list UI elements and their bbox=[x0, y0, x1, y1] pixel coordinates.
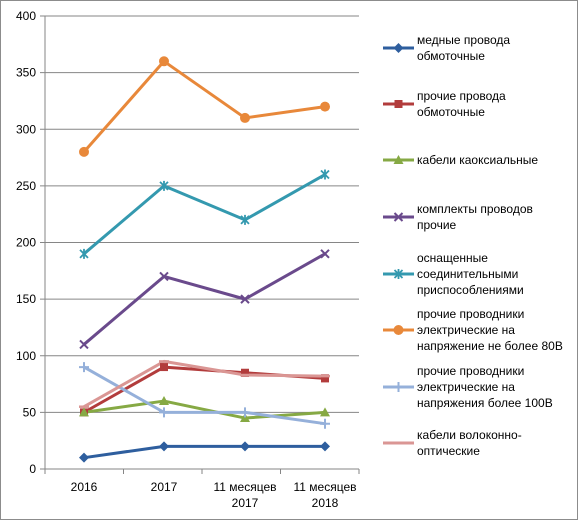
legend-swatch-marker bbox=[393, 212, 404, 222]
series-markers bbox=[79, 56, 330, 463]
legend-entry: кабели волоконно-оптические bbox=[383, 428, 522, 458]
legend-swatch-marker bbox=[393, 155, 404, 164]
data-point bbox=[159, 56, 169, 67]
legend-swatch-marker bbox=[393, 325, 404, 335]
data-point bbox=[159, 180, 169, 191]
data-point bbox=[159, 441, 169, 452]
series-lines bbox=[82, 59, 327, 460]
legend-label: кабели каоксиальные bbox=[417, 153, 538, 167]
series-line-3 bbox=[82, 399, 327, 420]
data-point bbox=[241, 368, 249, 377]
data-point bbox=[160, 363, 168, 372]
y-tick-label: 300 bbox=[16, 122, 36, 136]
legend-swatch-marker bbox=[393, 269, 404, 279]
y-tick-label: 50 bbox=[23, 405, 37, 419]
series-line-8 bbox=[82, 359, 327, 409]
data-point bbox=[240, 112, 250, 123]
legend-label: комплекты проводов прочие bbox=[417, 202, 533, 232]
legend-swatch-marker bbox=[394, 100, 403, 108]
data-point bbox=[240, 407, 250, 418]
legend-entry: медные провода обмоточные bbox=[383, 33, 510, 63]
x-tick-label: 2016 bbox=[71, 480, 98, 494]
x-axis: 2016 2017 11 месяцев 2017 11 месяцев 2018 bbox=[44, 468, 360, 510]
y-tick-label: 250 bbox=[16, 179, 36, 193]
data-point bbox=[159, 407, 169, 418]
data-point bbox=[79, 248, 89, 259]
legend-label: прочие проводники электрические на напряже… bbox=[417, 307, 563, 353]
data-point bbox=[79, 362, 89, 373]
data-point bbox=[79, 146, 89, 157]
data-point bbox=[320, 249, 330, 259]
y-tick-label: 100 bbox=[16, 349, 36, 363]
data-point bbox=[79, 452, 89, 463]
legend-label: кабели волоконно-оптические bbox=[417, 428, 522, 458]
data-point bbox=[240, 214, 250, 225]
y-tick-label: 400 bbox=[16, 9, 36, 23]
y-tick-label: 200 bbox=[16, 236, 36, 250]
series-line-4 bbox=[82, 252, 327, 346]
series-line-1 bbox=[82, 444, 327, 460]
x-tick-label: 11 месяцев 2018 bbox=[294, 480, 357, 510]
data-point bbox=[159, 396, 169, 406]
data-point bbox=[320, 407, 330, 417]
legend-entry: комплекты проводов прочие bbox=[383, 202, 533, 232]
data-point bbox=[320, 441, 330, 452]
data-point bbox=[320, 418, 330, 429]
series-line-6 bbox=[82, 59, 327, 154]
series-line-5 bbox=[82, 173, 327, 256]
legend-entry: кабели каоксиальные bbox=[383, 153, 538, 167]
legend-swatch-marker bbox=[393, 43, 404, 53]
y-tick-label: 150 bbox=[16, 292, 36, 306]
data-point bbox=[240, 294, 250, 304]
legend-entry: прочие проводники электрические на напряже… bbox=[383, 307, 563, 353]
series-line-7 bbox=[82, 365, 327, 426]
data-point bbox=[320, 101, 330, 112]
legend-entry: оснащенные соединительными приспособлениям… bbox=[383, 251, 524, 297]
x-tick-label: 2017 bbox=[151, 480, 178, 494]
gridlines bbox=[45, 15, 359, 413]
legend: медные провода обмоточные прочие провода об… bbox=[383, 33, 563, 458]
data-point bbox=[240, 413, 250, 423]
legend-swatch-marker bbox=[393, 382, 404, 392]
legend-entry: прочие проводники электрические на напряже… bbox=[383, 364, 553, 410]
y-tick-label: 350 bbox=[16, 66, 36, 80]
legend-label: оснащенные соединительными приспособлениям… bbox=[417, 251, 524, 297]
data-point bbox=[240, 441, 250, 452]
data-point bbox=[79, 407, 89, 417]
data-point bbox=[320, 169, 330, 180]
data-point bbox=[159, 271, 169, 282]
legend-entry: прочие провода обмоточные bbox=[383, 89, 506, 119]
legend-label: прочие проводники электрические на напряже… bbox=[417, 364, 553, 410]
y-axis: 0 50 100 150 200 250 300 350 400 bbox=[16, 9, 46, 476]
x-tick-label: 11 месяцев 2017 bbox=[214, 480, 277, 510]
series-line-2 bbox=[82, 365, 327, 414]
y-tick-label: 0 bbox=[29, 462, 36, 476]
data-point bbox=[79, 339, 89, 350]
legend-label: прочие провода обмоточные bbox=[417, 89, 506, 119]
legend-label: медные провода обмоточные bbox=[417, 33, 510, 63]
data-point bbox=[321, 374, 329, 383]
